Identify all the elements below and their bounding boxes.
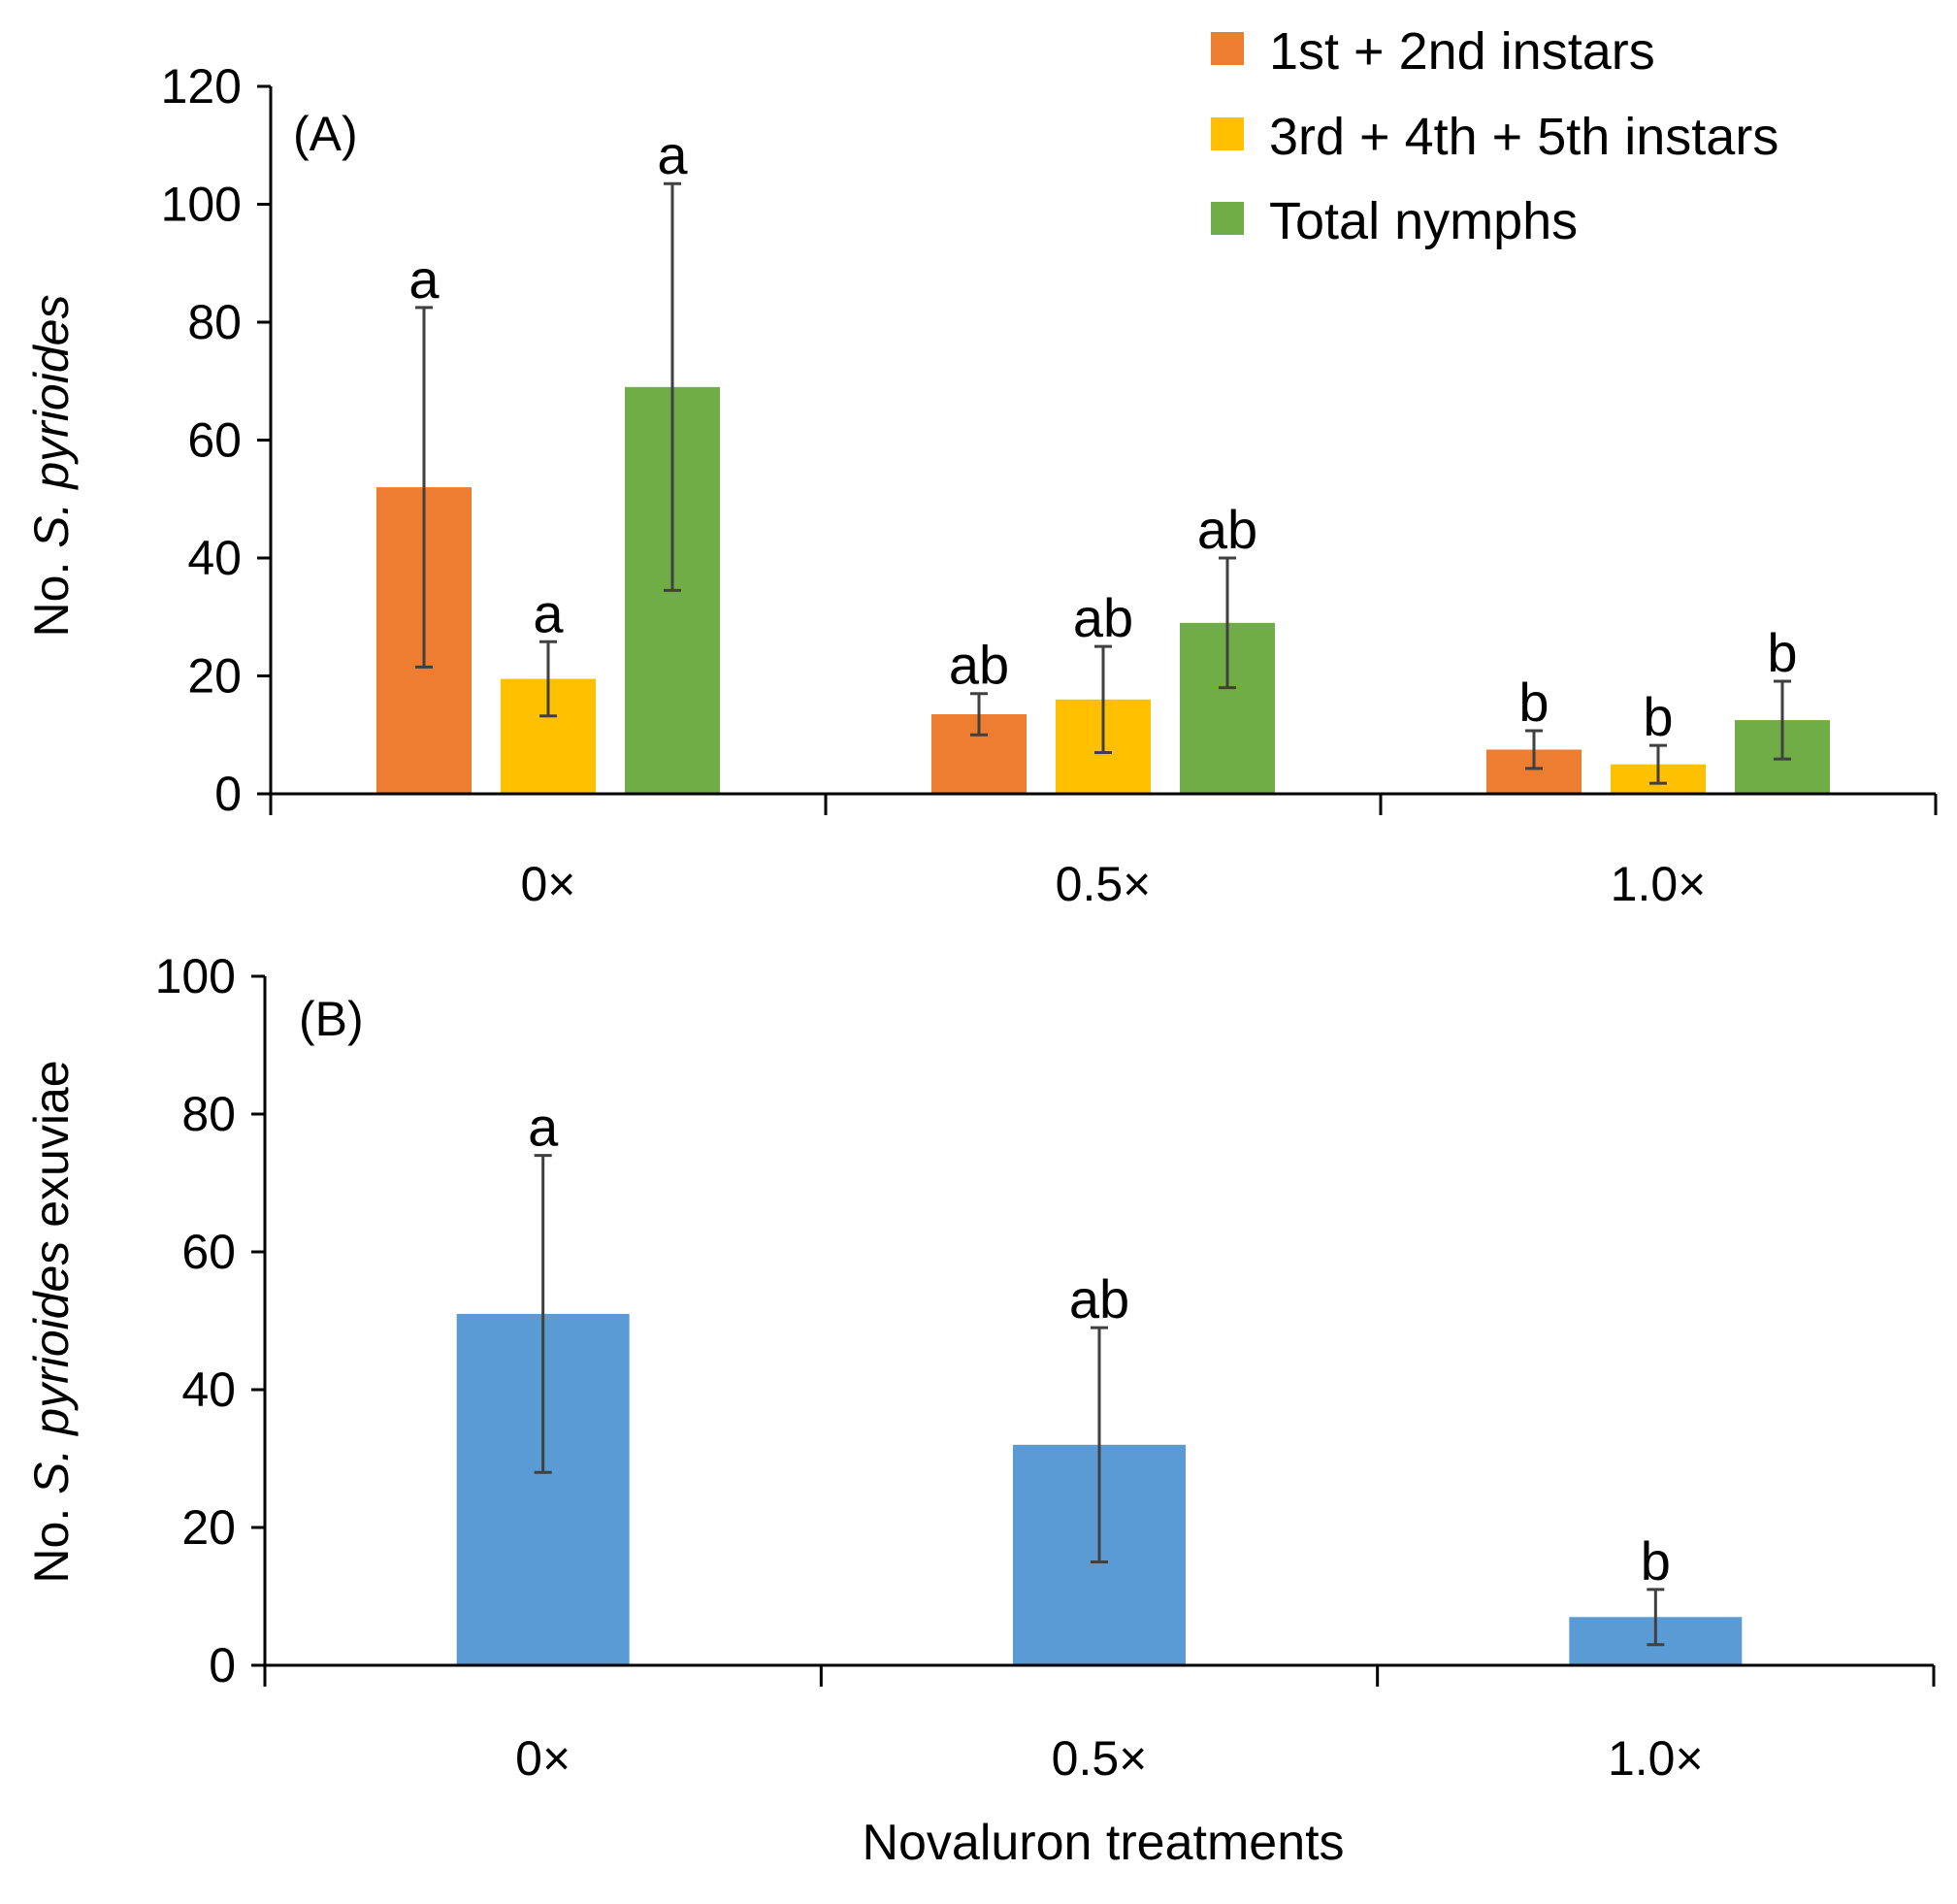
significance-letter: b [1767,622,1797,683]
legend-entry-total-nymphs: Total nymphs [1211,192,1578,250]
y-tick-label: 100 [161,178,242,232]
x-category-label: 0.5× [1056,857,1152,911]
significance-letter: b [1518,672,1549,733]
legend-swatch-green [1211,202,1244,235]
y-tick-label: 20 [187,649,242,704]
y-tick-label: 20 [181,1500,236,1555]
y-tick-label: 60 [187,413,242,468]
y-tick-label: 40 [187,531,242,585]
panel-a-y-axis-label: No. S. pyrioides [24,295,79,638]
y-tick-label: 100 [155,949,236,1003]
y-tick-label: 120 [161,59,242,114]
x-category-label: 1.0× [1608,1731,1704,1786]
x-category-label: 1.0× [1611,857,1707,911]
y-tick-label: 0 [214,767,242,821]
panel-b-y-axis-label: No. S. pyrioides exuviae [24,1060,79,1583]
x-category-label: 0× [520,857,575,911]
panel-a-legend: 1st + 2nd instars 3rd + 4th + 5th instar… [1211,22,1778,250]
legend-label: 3rd + 4th + 5th instars [1269,108,1778,166]
significance-letter: ab [1069,1268,1129,1330]
panel-b-chart: 0 20 40 60 80 100 a ab b 0× 0.5× 1.0× (B) No. S. py… [24,949,1936,1871]
legend-swatch-yellow [1211,117,1244,150]
x-category-label: 0.5× [1052,1731,1148,1786]
panel-b-label: (B) [299,992,364,1046]
significance-letter: ab [1197,499,1257,560]
panel-a-marks: 0 20 40 60 80 100 120 a ab b a ab b a ab b 0× 0.5× 1.0× [161,59,1938,911]
significance-letter: a [533,582,564,643]
panel-a-chart: 0 20 40 60 80 100 120 a ab b a ab b a ab b 0× 0.5× 1.0× (A… [24,22,1938,911]
legend-label: 1st + 2nd instars [1269,22,1655,81]
legend-swatch-orange [1211,32,1244,65]
panel-a-label: (A) [293,107,358,161]
legend-entry-1st-2nd-instars: 1st + 2nd instars [1211,22,1655,81]
y-tick-label: 80 [181,1087,236,1141]
y-tick-label: 0 [209,1638,236,1692]
y-tick-label: 40 [181,1362,236,1417]
y-tick-label: 80 [187,295,242,349]
significance-letter: b [1643,686,1673,747]
y-tick-label: 60 [181,1225,236,1279]
panel-b-x-axis-label: Novaluron treatments [862,1815,1344,1871]
significance-letter: a [408,248,440,310]
significance-letter: b [1641,1530,1671,1592]
legend-label: Total nymphs [1269,192,1578,250]
legend-entry-3rd-4th-5th-instars: 3rd + 4th + 5th instars [1211,108,1778,166]
significance-letter: ab [1073,587,1133,648]
significance-letter: ab [949,635,1009,696]
significance-letter: a [657,124,688,185]
x-category-label: 0× [515,1731,571,1786]
significance-letter: a [528,1097,559,1158]
panel-b-marks: 0 20 40 60 80 100 a ab b 0× 0.5× 1.0× [155,949,1936,1786]
